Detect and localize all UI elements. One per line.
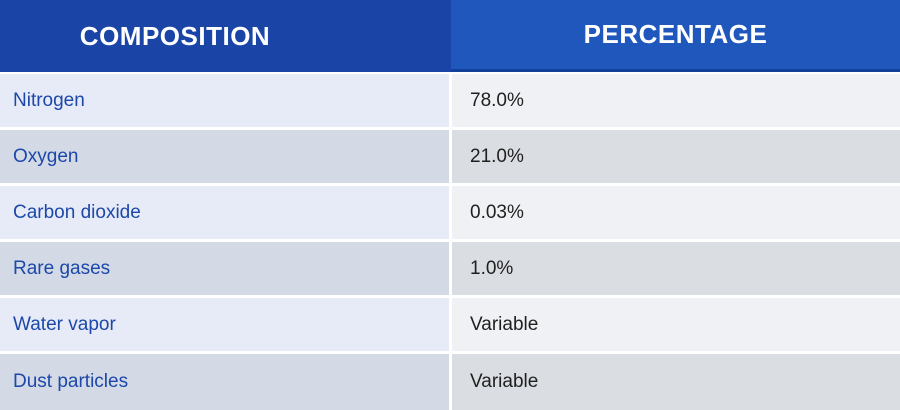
percentage-value: Variable — [470, 313, 539, 335]
table-row: Nitrogen 78.0% — [0, 74, 900, 127]
composition-cell: Rare gases — [0, 242, 449, 295]
percentage-cell: 78.0% — [452, 74, 900, 127]
percentage-cell: 1.0% — [452, 242, 900, 295]
percentage-cell: 0.03% — [452, 186, 900, 239]
percentage-cell: Variable — [452, 354, 900, 410]
header-cell-composition: COMPOSITION — [0, 0, 451, 72]
composition-cell: Water vapor — [0, 298, 449, 351]
composition-label: Carbon dioxide — [13, 201, 141, 223]
table-row: Water vapor Variable — [0, 298, 900, 351]
composition-cell: Nitrogen — [0, 74, 449, 127]
composition-label: Water vapor — [13, 313, 116, 335]
composition-label: Dust particles — [13, 371, 129, 392]
table-body: Nitrogen 78.0% Oxygen 21.0% Carbon dioxi… — [0, 74, 900, 410]
table-row: Rare gases 1.0% — [0, 242, 900, 295]
percentage-value: 1.0% — [470, 257, 514, 279]
composition-label: Nitrogen — [13, 89, 85, 111]
composition-cell: Oxygen — [0, 130, 449, 183]
percentage-value: 78.0% — [470, 89, 524, 111]
percentage-value: 21.0% — [470, 145, 524, 167]
composition-label: Oxygen — [13, 145, 79, 167]
table-row: Carbon dioxide 0.03% — [0, 186, 900, 239]
table-header-row: COMPOSITION PERCENTAGE — [0, 0, 900, 72]
percentage-value: 0.03% — [470, 201, 524, 223]
percentage-header-label: PERCENTAGE — [583, 19, 768, 49]
composition-cell: Dust particles — [0, 354, 449, 410]
percentage-cell: 21.0% — [452, 130, 900, 183]
header-cell-percentage: PERCENTAGE — [451, 0, 900, 72]
table-row: Oxygen 21.0% — [0, 130, 900, 183]
composition-cell: Carbon dioxide — [0, 186, 449, 239]
percentage-value: Variable — [470, 371, 539, 392]
percentage-cell: Variable — [452, 298, 900, 351]
table-row: Dust particles Variable — [0, 354, 900, 410]
composition-header-label: COMPOSITION — [79, 20, 271, 51]
composition-label: Rare gases — [13, 257, 111, 279]
